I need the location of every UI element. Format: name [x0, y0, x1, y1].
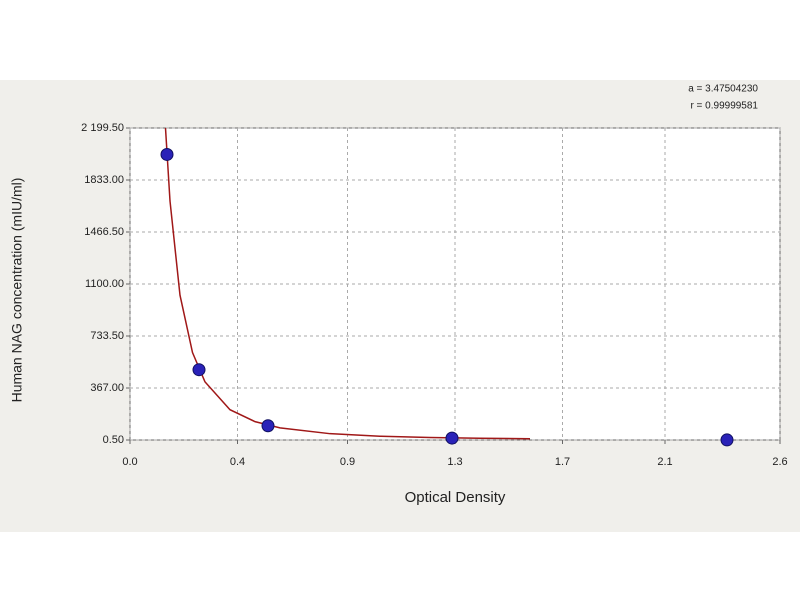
- data-point: [445, 431, 459, 445]
- x-tick-label: 0.4: [230, 456, 245, 468]
- x-tick-label: 2.1: [657, 456, 672, 468]
- y-tick-label: 0.50: [103, 434, 124, 446]
- x-tick-label: 0.9: [340, 456, 355, 468]
- y-tick-label: 367.00: [90, 382, 124, 394]
- y-tick-label: 1833.00: [84, 174, 124, 186]
- y-axis-label: Human NAG concentration (mIU/ml): [9, 178, 25, 403]
- y-tick-label: 1466.50: [84, 226, 124, 238]
- x-tick-label: 1.3: [447, 456, 462, 468]
- annotation: r = 0.99999581: [690, 101, 758, 112]
- fit-curve: [164, 128, 531, 440]
- y-tick-label: 733.50: [90, 330, 124, 342]
- annotation: a = 3.47504230: [688, 84, 758, 95]
- x-tick-label: 2.6: [772, 456, 787, 468]
- data-point: [192, 363, 206, 377]
- y-tick-label: 1100.00: [85, 278, 124, 290]
- data-point: [261, 419, 275, 433]
- y-tick-label: 2 199.50: [81, 122, 124, 134]
- x-tick-label: 0.0: [122, 456, 137, 468]
- data-point: [720, 433, 734, 447]
- x-tick-label: 1.7: [555, 456, 570, 468]
- data-point: [160, 147, 174, 161]
- x-axis-label: Optical Density: [405, 489, 506, 506]
